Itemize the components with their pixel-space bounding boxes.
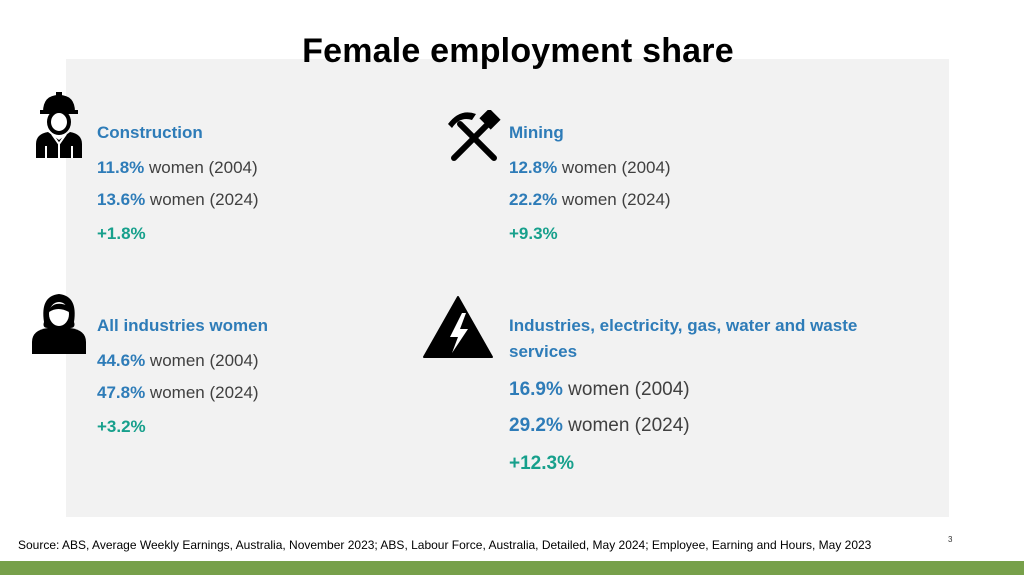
content-panel — [66, 59, 949, 517]
stat-line-2024: 22.2% women (2024) — [509, 190, 909, 210]
slide-title: Female employment share — [302, 32, 734, 70]
stat-line-2004: 16.9% women (2004) — [509, 379, 929, 401]
stat-label: women (2004) — [557, 158, 671, 177]
high-voltage-icon — [422, 295, 494, 364]
change-value: +1.8% — [97, 224, 146, 243]
stat-line-2004: 44.6% women (2004) — [97, 351, 417, 371]
stat-label: women (2024) — [145, 190, 259, 209]
card-heading: Construction — [97, 123, 203, 142]
stat-label: women (2004) — [144, 158, 258, 177]
stat-percent: 11.8% — [97, 158, 145, 177]
footer-bar — [0, 561, 1024, 575]
stat-percent: 29.2% — [509, 415, 563, 436]
stat-line-2024: 47.8% women (2024) — [97, 383, 417, 403]
card-construction: Construction 11.8% women (2004) 13.6% wo… — [97, 120, 417, 244]
card-heading: Industries, electricity, gas, water and … — [509, 316, 858, 361]
construction-worker-icon — [32, 92, 86, 165]
stat-label: women (2004) — [145, 351, 259, 370]
stat-percent: 13.6% — [97, 190, 146, 209]
stat-label: women (2024) — [145, 383, 259, 402]
stat-percent: 16.9% — [509, 379, 563, 400]
hammer-pick-icon — [446, 108, 502, 169]
stat-line-2004: 12.8% women (2004) — [509, 158, 909, 178]
page-number: 3 — [948, 535, 953, 544]
card-utilities: Industries, electricity, gas, water and … — [509, 313, 929, 475]
change-value: +3.2% — [97, 417, 146, 436]
stat-percent: 22.2% — [509, 190, 558, 209]
card-heading: All industries women — [97, 316, 268, 335]
stat-label: women (2024) — [562, 415, 690, 436]
card-heading: Mining — [509, 123, 564, 142]
change-value: +12.3% — [509, 453, 574, 474]
stat-line-2024: 13.6% women (2024) — [97, 190, 417, 210]
stat-label: women (2024) — [557, 190, 671, 209]
source-note: Source: ABS, Average Weekly Earnings, Au… — [18, 538, 872, 552]
stat-line-2024: 29.2% women (2024) — [509, 415, 929, 437]
stat-percent: 44.6% — [97, 351, 146, 370]
stat-label: women (2004) — [562, 379, 690, 400]
stat-percent: 12.8% — [509, 158, 558, 177]
change-value: +9.3% — [509, 224, 558, 243]
card-all-industries: All industries women 44.6% women (2004) … — [97, 313, 417, 437]
woman-icon — [30, 290, 88, 359]
card-mining: Mining 12.8% women (2004) 22.2% women (2… — [509, 120, 909, 244]
stat-percent: 47.8% — [97, 383, 146, 402]
stat-line-2004: 11.8% women (2004) — [97, 158, 417, 178]
